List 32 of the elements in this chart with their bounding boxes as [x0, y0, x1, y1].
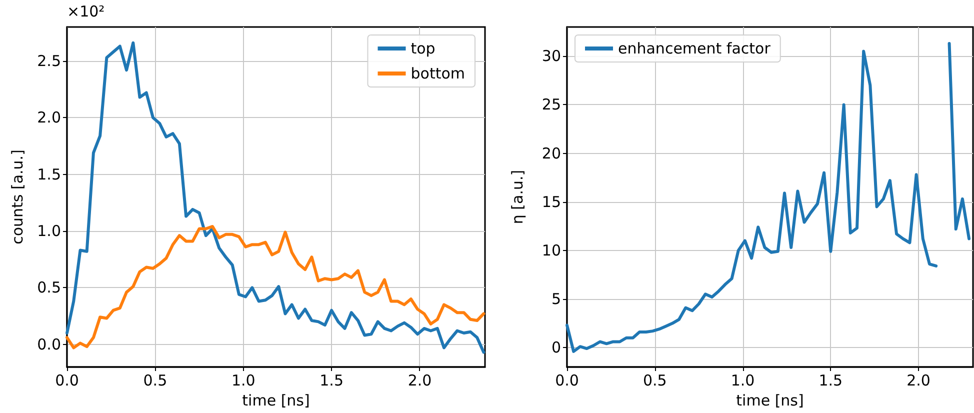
- x-tick-label: 1.0: [231, 372, 256, 390]
- x-tick-label: 1.5: [818, 372, 843, 390]
- x-axis-title: time [ns]: [242, 392, 310, 410]
- text: ×10²: [67, 2, 105, 20]
- x-tick-label: 2.0: [408, 372, 432, 390]
- y-tick-label: 25: [542, 96, 561, 114]
- legend-label: bottom: [410, 64, 466, 82]
- y-tick-label: 1.5: [37, 165, 61, 184]
- x-tick-label: 0.0: [55, 372, 79, 390]
- y-tick-label: 2.0: [37, 108, 61, 127]
- line-series: [66, 224, 486, 350]
- y-tick-label: 0.5: [37, 278, 61, 297]
- x-tick-label: 0.5: [642, 372, 667, 390]
- line-series: [66, 41, 486, 354]
- y-tick-label: 5: [551, 290, 561, 308]
- y-tick-label: 0.0: [37, 335, 61, 354]
- y-axis-title: η [a.u.]: [508, 170, 526, 224]
- y-tick-label: 2.5: [37, 52, 61, 70]
- y-tick-label: 30: [542, 47, 561, 66]
- legend-label: enhancement factor: [618, 40, 772, 58]
- x-tick-label: 1.0: [730, 372, 755, 390]
- y-tick-label: 10: [542, 241, 561, 260]
- y-tick-label: 0: [551, 338, 561, 357]
- y-tick-label: 15: [542, 192, 561, 211]
- legend-label: top: [410, 40, 436, 58]
- x-tick-label: 1.5: [320, 372, 344, 390]
- y-tick-label: 1.0: [37, 222, 61, 240]
- x-tick-label: 0.5: [143, 372, 168, 390]
- y-axis-title: counts [a.u.]: [8, 150, 26, 244]
- x-tick-label: 2.0: [906, 372, 930, 390]
- x-axis-title: time [ns]: [736, 392, 804, 410]
- y-tick-label: 20: [542, 144, 561, 162]
